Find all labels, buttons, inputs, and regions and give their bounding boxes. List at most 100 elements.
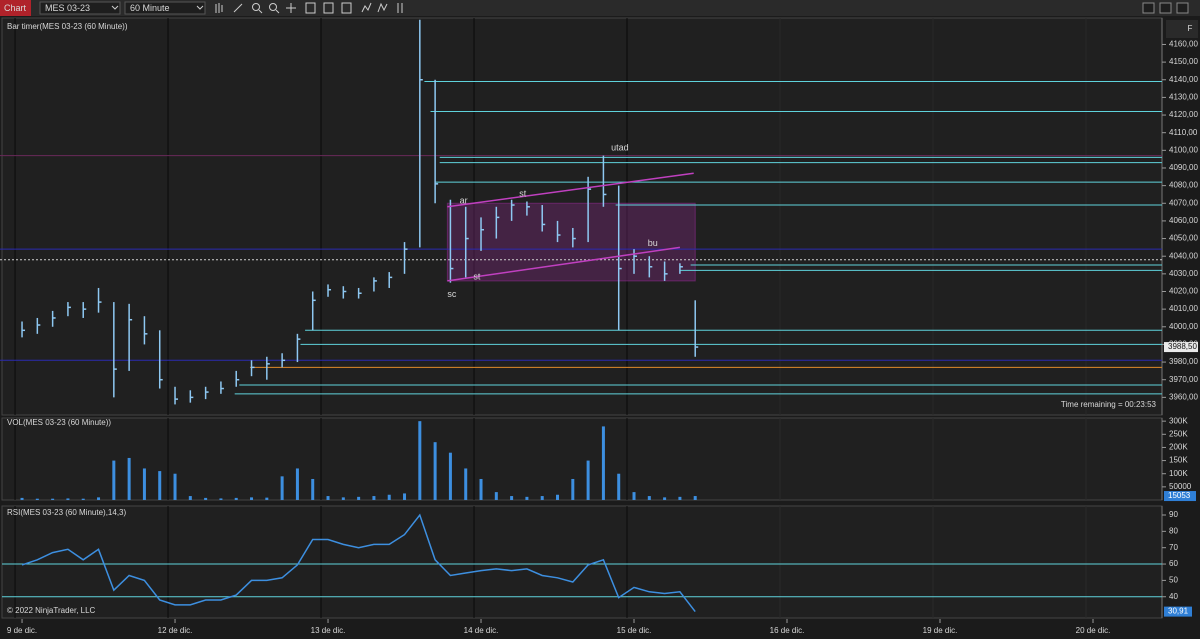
y-tick-label: 4010,00 <box>1169 304 1198 313</box>
volume-bar <box>663 497 667 500</box>
volume-bar <box>387 494 391 500</box>
volume-bar <box>418 421 422 500</box>
toolbar: Chart MES 03-23 60 Minute <box>0 0 1200 16</box>
volume-bar <box>127 457 131 500</box>
side-button-label[interactable]: F <box>1188 24 1193 33</box>
channel-line <box>447 172 694 208</box>
volume-bar <box>403 493 407 500</box>
y-tick-label: 4140,00 <box>1169 75 1198 84</box>
interval-select[interactable] <box>124 1 206 15</box>
instrument-select[interactable] <box>39 1 121 15</box>
annotation: st <box>519 188 527 198</box>
last-price-label: 3988,50 <box>1168 342 1197 351</box>
instrument-label[interactable]: MES 03-23 <box>45 3 90 13</box>
panel-bg <box>1 17 1163 416</box>
y-tick-label: 4050,00 <box>1169 234 1198 243</box>
volume-bar <box>265 497 269 500</box>
interval-label[interactable]: 60 Minute <box>130 3 170 13</box>
y-tick-label: 100K <box>1169 469 1188 478</box>
volume-bar <box>280 476 284 500</box>
tab[interactable] <box>0 0 31 16</box>
x-tick-label: 20 de dic. <box>1076 626 1111 635</box>
tab-label[interactable]: Chart <box>4 3 27 13</box>
annotation: ar <box>460 195 468 205</box>
annotation: utad <box>611 142 629 152</box>
last-rsi-box <box>1164 606 1192 617</box>
timer-label: Time remaining = 00:23:53 <box>1061 400 1157 409</box>
volume-bar <box>20 497 24 500</box>
annotation: st <box>473 271 481 281</box>
panel-label: RSI(MES 03-23 (60 Minute),14,3) <box>7 508 126 517</box>
last-rsi-label: 30,91 <box>1168 607 1189 616</box>
panel-label: Bar timer(MES 03-23 (60 Minute)) <box>7 22 128 31</box>
volume-bar <box>81 498 85 500</box>
x-tick-label: 12 de dic. <box>158 626 193 635</box>
y-tick-label: 3960,00 <box>1169 392 1198 401</box>
rsi-line <box>21 513 696 613</box>
volume-bar <box>35 498 39 500</box>
volume-bar <box>525 496 529 500</box>
y-tick-label: 4030,00 <box>1169 269 1198 278</box>
volume-bar <box>601 426 605 500</box>
y-tick-label: 4000,00 <box>1169 322 1198 331</box>
panel-label: VOL(MES 03-23 (60 Minute)) <box>7 418 111 427</box>
last-volume-label: 15053 <box>1168 491 1191 500</box>
y-tick-label: 4070,00 <box>1169 198 1198 207</box>
y-tick-label: 60 <box>1169 559 1178 568</box>
panel-bg <box>1 505 1163 619</box>
volume-bar <box>479 478 483 500</box>
y-tick-label: 50 <box>1169 576 1178 585</box>
volume-bar <box>173 473 177 500</box>
volume-bar <box>647 496 651 500</box>
annotation: bu <box>648 238 658 248</box>
volume-bar <box>586 460 590 500</box>
y-tick-label: 4080,00 <box>1169 181 1198 190</box>
y-tick-label: 3980,00 <box>1169 357 1198 366</box>
toolbar-bg <box>0 0 1200 16</box>
volume-bar <box>51 498 55 500</box>
last-price-box <box>1164 342 1198 353</box>
copyright: © 2022 NinjaTrader, LLC <box>7 606 96 615</box>
last-volume-box <box>1164 491 1196 502</box>
volume-bar <box>632 492 636 500</box>
side-button[interactable] <box>1166 20 1198 38</box>
y-tick-label: 4020,00 <box>1169 287 1198 296</box>
y-tick-label: 4130,00 <box>1169 93 1198 102</box>
volume-bar <box>66 498 70 500</box>
volume-bar <box>158 471 162 500</box>
plot-area: 9 de dic. 12 de dic. 13 de dic. 14 de dic. 1… <box>0 17 1198 635</box>
volume-bar <box>219 498 223 500</box>
volume-bar <box>142 468 146 500</box>
x-tick-label: 15 de dic. <box>617 626 652 635</box>
x-tick-label: 16 de dic. <box>770 626 805 635</box>
volume-bar <box>234 497 238 500</box>
volume-bar <box>510 496 514 500</box>
y-tick-label: 200K <box>1169 443 1188 452</box>
y-tick-label: 70 <box>1169 543 1178 552</box>
y-tick-label: 4160,00 <box>1169 40 1198 49</box>
y-tick-label: 250K <box>1169 429 1188 438</box>
annotation: sc <box>447 289 457 299</box>
range-box <box>446 202 696 282</box>
volume-bar <box>448 452 452 500</box>
volume-bar <box>433 442 437 500</box>
y-tick-label: 4150,00 <box>1169 57 1198 66</box>
volume-bar <box>571 478 575 500</box>
y-tick-label: 90 <box>1169 510 1178 519</box>
y-tick-label: 3970,00 <box>1169 375 1198 384</box>
window-buttons[interactable] <box>1142 2 1189 14</box>
y-tick-label: 4110,00 <box>1169 128 1198 137</box>
volume-bar <box>540 496 544 500</box>
toolbar-icons[interactable] <box>215 2 403 14</box>
x-tick-label: 9 de dic. <box>7 626 37 635</box>
y-tick-label: 150K <box>1169 456 1188 465</box>
volume-bar <box>112 460 116 500</box>
y-tick-label: 4090,00 <box>1169 163 1198 172</box>
volume-bar <box>250 497 254 500</box>
volume-bar <box>556 494 560 500</box>
volume-bar <box>326 496 330 500</box>
channel-line <box>447 246 681 282</box>
volume-bar <box>204 497 208 500</box>
